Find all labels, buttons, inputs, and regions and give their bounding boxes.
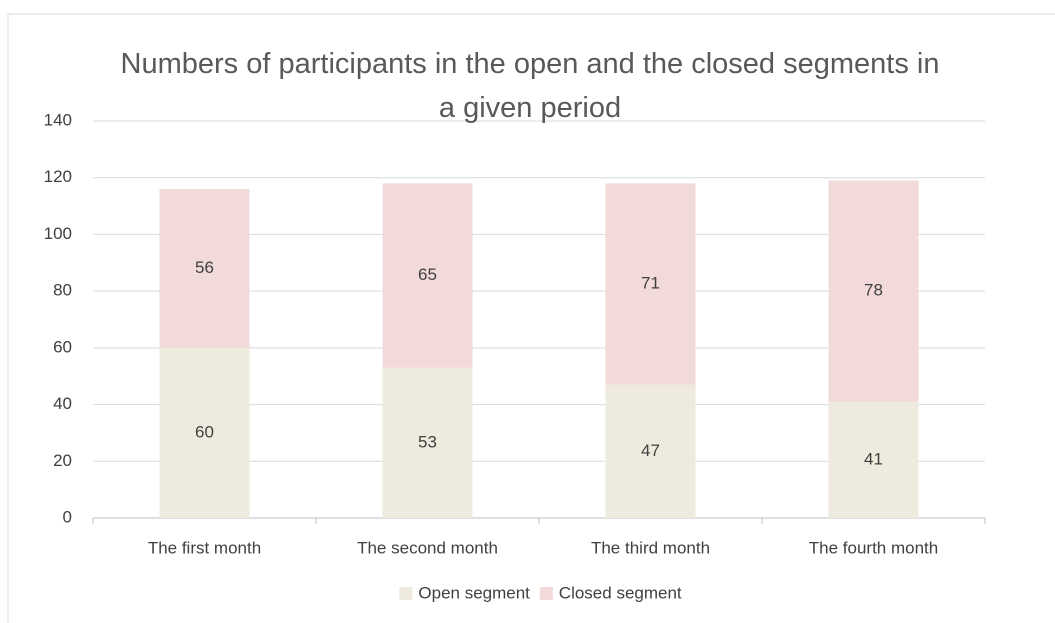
bar-segment <box>382 183 473 368</box>
data-label: 56 <box>195 258 214 277</box>
data-label: 78 <box>864 281 883 300</box>
legend-swatch <box>399 587 413 600</box>
y-tick-label: 40 <box>53 394 72 413</box>
x-tick-label: The fourth month <box>809 538 938 557</box>
bar-segment <box>828 401 919 518</box>
bar-segment <box>159 347 250 518</box>
data-label: 41 <box>864 449 883 468</box>
y-tick-label: 120 <box>44 167 72 186</box>
y-tick-label: 60 <box>53 337 72 356</box>
x-tick-label: The second month <box>357 538 498 557</box>
data-label: 60 <box>195 422 214 441</box>
x-tick-label: The first month <box>148 538 261 557</box>
legend-label: Open segment <box>418 583 530 602</box>
data-label: 65 <box>418 265 437 284</box>
chart-frame <box>7 13 1055 623</box>
bar-segment <box>605 183 696 385</box>
legend-swatch <box>539 587 553 600</box>
data-label: 71 <box>641 274 660 293</box>
y-tick-label: 20 <box>53 451 72 470</box>
data-label: 53 <box>418 432 437 451</box>
chart-title: Numbers of participants in the open and … <box>120 48 940 124</box>
bar-segment <box>159 189 250 348</box>
bar-segment <box>828 180 919 402</box>
data-label: 47 <box>641 441 660 460</box>
legend-label: Closed segment <box>559 583 682 602</box>
y-tick-label: 140 <box>44 110 72 129</box>
y-tick-label: 0 <box>63 507 72 526</box>
x-tick-label: The third month <box>591 538 710 557</box>
y-tick-label: 100 <box>44 224 72 243</box>
bar-segment <box>382 367 473 518</box>
bar-segment <box>605 384 696 518</box>
y-tick-label: 80 <box>53 281 72 300</box>
